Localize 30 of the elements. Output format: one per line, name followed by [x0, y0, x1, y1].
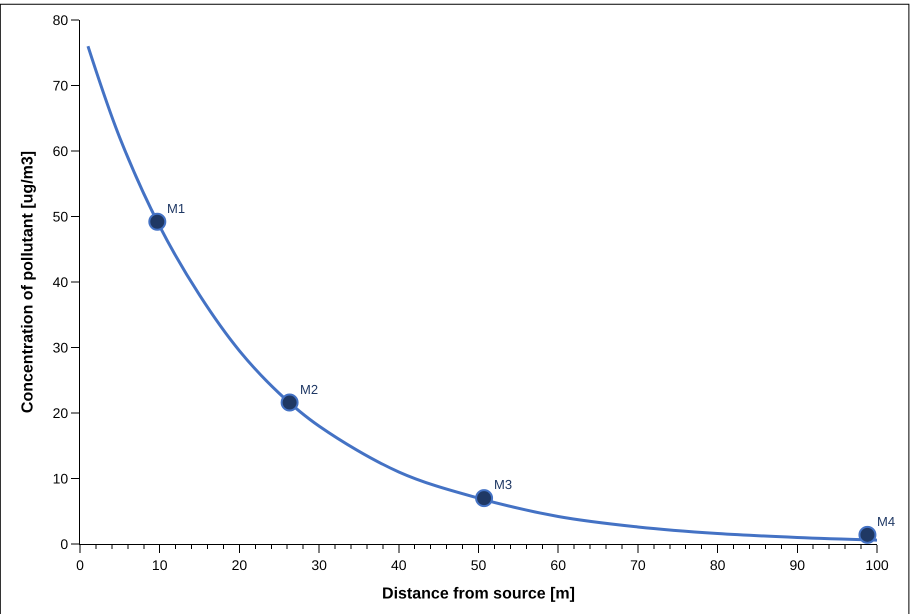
x-tick-label: 60: [550, 556, 566, 573]
y-tick-label: 80: [52, 12, 68, 28]
x-axis-title: Distance from source [m]: [382, 586, 575, 602]
y-tick-label: 20: [52, 404, 68, 421]
y-tick-label: 0: [60, 536, 68, 552]
annotation: M1: [167, 201, 186, 216]
y-tick-label: 70: [52, 77, 68, 94]
point: [148, 212, 166, 231]
x-tick-label: 90: [790, 556, 806, 573]
x-tick-label: 20: [232, 556, 248, 573]
x-tick-label: 40: [391, 556, 407, 573]
x-tick-label: 80: [710, 556, 726, 573]
x-tick-label: 10: [152, 556, 168, 573]
x-tick-label: 50: [470, 556, 486, 573]
y-tick-label: 50: [52, 208, 68, 224]
y-tick-label: 30: [52, 339, 68, 356]
y-tick-label: 10: [52, 470, 68, 486]
annotation: M3: [494, 477, 512, 492]
point: [475, 489, 494, 508]
y-tick-label: 60: [52, 142, 68, 159]
x-tick-label: 100: [865, 556, 889, 573]
x-tick-label: 70: [630, 556, 646, 573]
x-tick-label: 30: [311, 556, 328, 573]
annotation: M2: [300, 382, 318, 397]
point: [858, 526, 876, 544]
x-tick-label: 0: [76, 556, 84, 573]
annotation: M4: [877, 514, 896, 529]
y-axis-title: Concentration of pollutant [ug/m3]: [20, 150, 37, 414]
y-tick-label: 40: [52, 274, 68, 290]
point: [280, 394, 299, 412]
